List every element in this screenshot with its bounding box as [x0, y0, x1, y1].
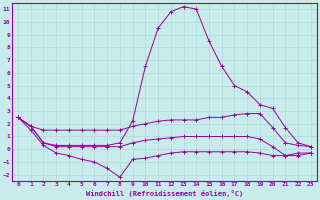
X-axis label: Windchill (Refroidissement éolien,°C): Windchill (Refroidissement éolien,°C): [86, 190, 243, 197]
